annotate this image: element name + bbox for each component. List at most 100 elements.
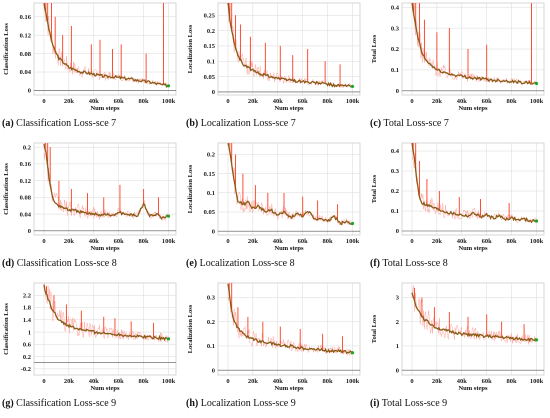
final-point bbox=[350, 351, 355, 355]
y-tick-label: 0 bbox=[212, 228, 215, 235]
smoothed-loss-line bbox=[43, 284, 169, 342]
smoothed-loss-line bbox=[43, 143, 169, 220]
smoothed-loss-line bbox=[227, 3, 354, 88]
y-tick-label: 0.3 bbox=[391, 168, 400, 175]
caption-text: Total Loss-sce 9 bbox=[379, 398, 448, 409]
figure-caption: (f) Total Loss-sce 8 bbox=[370, 258, 448, 269]
plot-area bbox=[217, 2, 361, 96]
y-tick-label: 0.04 bbox=[20, 69, 32, 76]
x-tick-label: 20k bbox=[248, 98, 259, 105]
plot-series-group bbox=[411, 3, 539, 86]
y-axis-title: Localization Loss bbox=[187, 164, 194, 213]
chart-svg: 0 0.1 0.2 0.3 0 20k 40k 60k 80k 100k Num steps Loca… bbox=[187, 282, 361, 392]
smoothed-loss-line bbox=[411, 143, 537, 224]
x-tick-label: 0 bbox=[410, 98, 413, 105]
caption-text: Total Loss-sce 7 bbox=[381, 118, 449, 129]
chart-svg: 0 0.05 0.1 0.15 0.2 0 20k 40k 60k 80k 100k Num step… bbox=[187, 142, 361, 252]
smoothed-loss-line bbox=[43, 3, 169, 88]
x-axis-title: Num steps bbox=[274, 245, 304, 252]
caption-tag: (g) bbox=[2, 398, 14, 409]
x-tick-label: 100k bbox=[530, 98, 544, 105]
figure-caption: (g) Classification Loss-sce 9 bbox=[2, 398, 116, 409]
y-tick-label: 0.08 bbox=[20, 51, 32, 58]
x-tick-label: 60k bbox=[298, 98, 309, 105]
y-tick-label: 0.6 bbox=[23, 342, 32, 349]
x-axis-title: Num steps bbox=[90, 245, 120, 252]
final-point bbox=[534, 219, 539, 223]
chart-panel-a: 0 0.04 0.08 0.12 0.16 0 20k 40k 60k 80k 100k Num st… bbox=[0, 0, 183, 138]
y-tick-label: 0.2 bbox=[207, 319, 215, 326]
x-tick-label: 60k bbox=[114, 378, 125, 385]
chart-panel-e: 0 0.05 0.1 0.15 0.2 0 20k 40k 60k 80k 100k Num step… bbox=[184, 140, 367, 278]
raw-loss-line bbox=[411, 285, 537, 345]
y-tick-label: 1.4 bbox=[23, 317, 32, 324]
final-point bbox=[166, 214, 171, 218]
x-tick-label: 0 bbox=[42, 378, 45, 385]
chart-svg: 0 0.04 0.08 0.12 0.16 0 20k 40k 60k 80k 100k Num st… bbox=[3, 2, 177, 112]
x-tick-label: 40k bbox=[457, 238, 468, 245]
caption-text: Localization Loss-sce 7 bbox=[198, 118, 296, 129]
x-tick-label: 0 bbox=[226, 378, 229, 385]
y-tick-label: 0 bbox=[212, 367, 215, 374]
x-tick-label: 60k bbox=[298, 238, 309, 245]
x-axis-title: Num steps bbox=[90, 385, 120, 392]
x-tick-label: 40k bbox=[273, 238, 284, 245]
chart-svg: 0 0.1 0.2 0.3 0.4 0 20k 40k 60k 80k 100k Num steps T… bbox=[371, 142, 545, 252]
y-tick-label: 0.1 bbox=[391, 208, 399, 215]
y-tick-label: 0.2 bbox=[207, 152, 215, 159]
raw-loss-line bbox=[44, 3, 169, 88]
smoothed-loss-line bbox=[227, 283, 353, 355]
y-tick-label: 0.15 bbox=[204, 43, 216, 50]
y-tick-label: 2.2 bbox=[23, 292, 31, 299]
y-tick-label: 1 bbox=[396, 343, 399, 350]
y-tick-label: 0.05 bbox=[204, 74, 216, 81]
x-tick-label: 0 bbox=[42, 238, 45, 245]
smoothed-loss-line bbox=[227, 143, 353, 226]
chart-svg: 0 0.1 0.2 0.3 0.4 0 20k 40k 60k 80k 100k Num steps T… bbox=[371, 2, 545, 112]
chart-svg: 0 0.04 0.08 0.12 0.16 0.2 0 20k 40k 60k 80k 100k Num… bbox=[3, 142, 177, 252]
y-tick-label: 0.2 bbox=[23, 354, 31, 361]
y-tick-label: 0.1 bbox=[207, 58, 215, 65]
x-tick-label: 20k bbox=[248, 238, 259, 245]
x-tick-label: 80k bbox=[139, 378, 150, 385]
y-tick-label: 0.15 bbox=[204, 171, 216, 178]
y-axis-title: Total Loss bbox=[371, 314, 378, 343]
x-axis-title: Num steps bbox=[274, 385, 304, 392]
x-tick-label: 0 bbox=[42, 98, 45, 105]
x-tick-label: 80k bbox=[507, 98, 518, 105]
caption-text: Total Loss-sce 8 bbox=[380, 258, 448, 269]
y-tick-label: 0.12 bbox=[20, 178, 31, 185]
x-tick-label: 100k bbox=[346, 98, 360, 105]
y-axis-title: Total Loss bbox=[371, 34, 378, 63]
x-tick-label: 20k bbox=[432, 98, 443, 105]
x-axis-title: Num steps bbox=[90, 105, 120, 112]
chart-panel-g: -0.2 0.2 0.6 1 1.4 1.8 2.2 0 20k 40k 60k 80k 100k Num… bbox=[0, 280, 183, 418]
x-tick-label: 80k bbox=[323, 98, 334, 105]
y-tick-label: 3 bbox=[396, 295, 400, 302]
plot-series-group bbox=[411, 143, 539, 225]
y-tick-label: 2 bbox=[396, 319, 399, 326]
x-tick-label: 0 bbox=[226, 238, 229, 245]
x-tick-label: 60k bbox=[482, 378, 493, 385]
y-tick-label: 0 bbox=[28, 88, 31, 95]
figure-caption: (b) Localization Loss-sce 7 bbox=[186, 118, 296, 129]
x-tick-label: 20k bbox=[64, 238, 75, 245]
caption-tag: (f) bbox=[370, 258, 380, 269]
x-tick-label: 40k bbox=[457, 378, 468, 385]
figure-caption: (d) Classification Loss-sce 8 bbox=[2, 258, 117, 269]
x-tick-label: 60k bbox=[482, 98, 493, 105]
y-tick-label: 0.2 bbox=[391, 188, 399, 195]
y-tick-label: -0.2 bbox=[21, 366, 31, 373]
plot-area bbox=[33, 142, 177, 236]
x-tick-label: 60k bbox=[114, 98, 125, 105]
y-tick-label: 0 bbox=[28, 228, 31, 235]
x-tick-label: 40k bbox=[273, 378, 284, 385]
x-tick-label: 80k bbox=[139, 238, 150, 245]
x-tick-label: 100k bbox=[162, 378, 176, 385]
plot-area bbox=[401, 142, 545, 236]
y-tick-label: 1.8 bbox=[23, 305, 32, 312]
final-point bbox=[350, 221, 355, 226]
x-tick-label: 20k bbox=[432, 238, 443, 245]
caption-text: Classification Loss-sce 7 bbox=[13, 118, 117, 129]
x-axis-title: Num steps bbox=[274, 105, 304, 112]
